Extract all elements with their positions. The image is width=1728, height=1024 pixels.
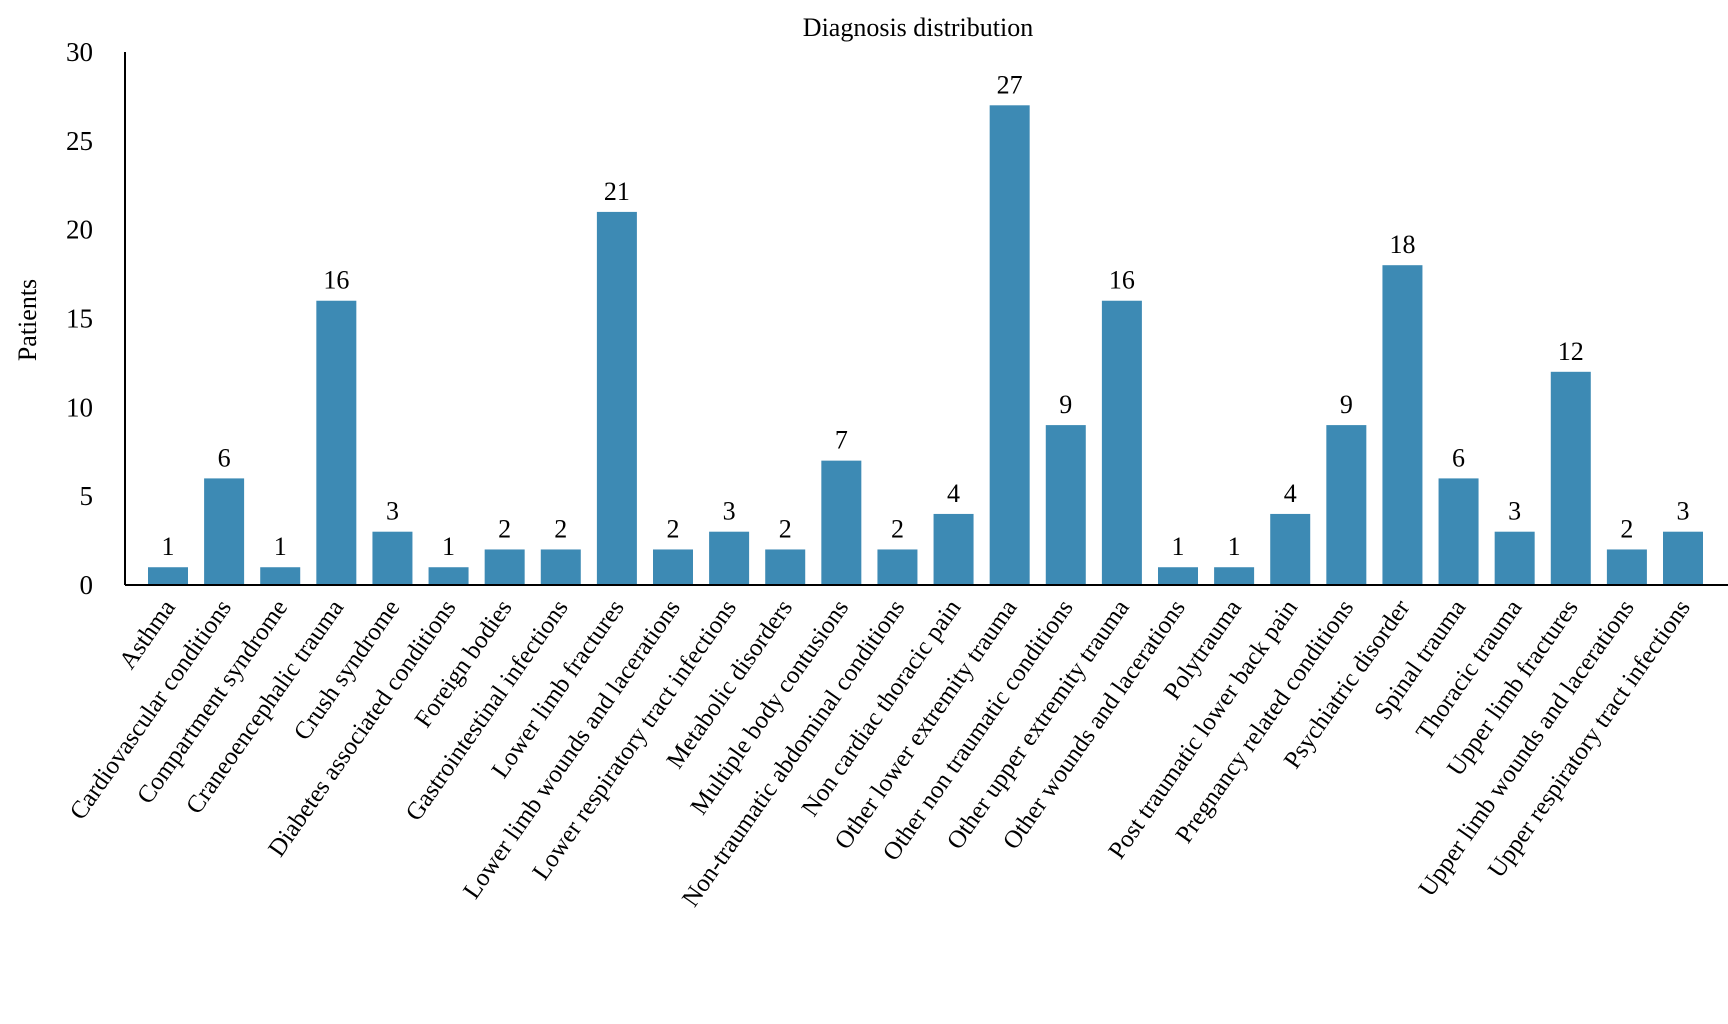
value-label: 3 [386, 497, 399, 526]
value-label: 3 [1677, 497, 1690, 526]
value-label: 6 [218, 443, 231, 472]
bar [989, 105, 1030, 586]
bars-group [148, 105, 1703, 586]
bar [1270, 513, 1311, 585]
value-label: 9 [1059, 390, 1072, 419]
value-label: 16 [1109, 266, 1135, 295]
bar [540, 549, 581, 585]
value-label: 1 [274, 532, 287, 561]
bar [821, 460, 862, 585]
value-label: 3 [1508, 497, 1521, 526]
bar [1214, 567, 1255, 585]
bar [1101, 300, 1142, 585]
value-label: 1 [1228, 532, 1241, 561]
bar [148, 567, 188, 585]
bar [1494, 531, 1535, 585]
value-label: 2 [554, 514, 567, 543]
y-axis-ticks: 0 5 10 15 20 25 30 [66, 37, 93, 600]
value-label: 16 [323, 266, 349, 295]
bar [596, 211, 637, 585]
bar [1158, 567, 1198, 585]
value-label: 2 [891, 514, 904, 543]
value-label: 1 [442, 532, 455, 561]
value-label: 18 [1389, 230, 1415, 259]
value-label: 3 [723, 497, 736, 526]
bar [1326, 425, 1367, 585]
value-label: 21 [604, 177, 630, 206]
bar [260, 567, 301, 585]
bar [709, 531, 750, 585]
y-tick-label: 30 [66, 37, 93, 67]
bar [204, 478, 245, 585]
y-tick-label: 25 [66, 126, 93, 156]
value-label: 4 [1284, 479, 1297, 508]
value-label: 6 [1452, 443, 1465, 472]
bar [1438, 478, 1479, 585]
y-tick-label: 15 [66, 304, 93, 334]
bar [653, 549, 693, 585]
bar [484, 549, 525, 585]
bar [1045, 425, 1086, 585]
bar [765, 549, 806, 585]
value-label: 9 [1340, 390, 1353, 419]
value-label: 1 [1172, 532, 1185, 561]
bar [877, 549, 918, 585]
bar [1606, 549, 1647, 585]
bar [1663, 531, 1703, 585]
value-label: 2 [1620, 514, 1633, 543]
bar [933, 513, 974, 585]
chart-title: Diagnosis distribution [803, 13, 1033, 42]
value-label: 2 [667, 514, 680, 543]
y-tick-label: 20 [66, 215, 93, 245]
value-label: 2 [498, 514, 511, 543]
value-label: 2 [779, 514, 792, 543]
value-label: 4 [947, 479, 960, 508]
bar [372, 531, 413, 585]
value-label: 1 [162, 532, 175, 561]
bar [1382, 265, 1423, 585]
y-tick-label: 5 [80, 481, 94, 511]
y-tick-label: 10 [66, 392, 93, 422]
y-axis-label: Patients [13, 279, 42, 361]
value-label: 27 [997, 70, 1023, 99]
bar [428, 567, 469, 585]
value-label: 12 [1558, 337, 1584, 366]
bar [316, 300, 357, 585]
bar [1550, 371, 1591, 585]
y-tick-label: 0 [80, 570, 94, 600]
value-label: 7 [835, 426, 848, 455]
